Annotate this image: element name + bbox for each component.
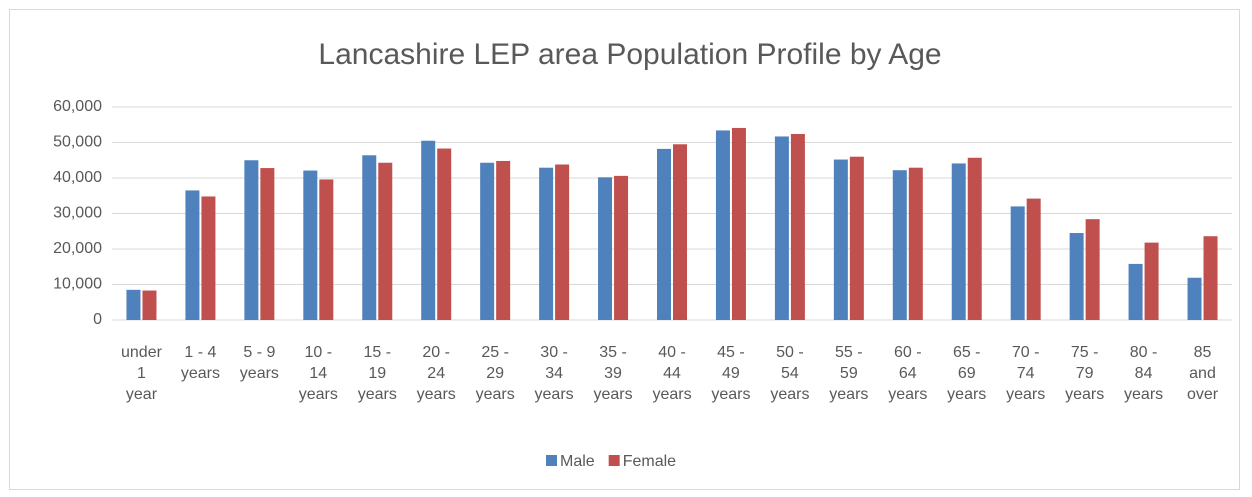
bar xyxy=(1010,206,1025,320)
x-tick-label: 65 - 69 years xyxy=(947,344,987,403)
y-tick-label: 0 xyxy=(93,311,102,328)
legend-label: Female xyxy=(623,453,676,470)
bar xyxy=(598,177,613,320)
x-tick-label: 80 - 84 years xyxy=(1124,344,1164,403)
bar xyxy=(908,167,923,320)
bar xyxy=(142,290,157,320)
bar xyxy=(437,148,452,320)
bar xyxy=(790,133,805,320)
bar xyxy=(185,190,200,320)
bar xyxy=(892,170,907,320)
bar xyxy=(1085,219,1100,320)
bar xyxy=(201,196,216,320)
bar xyxy=(260,168,275,320)
x-tick-label: 75 - 79 years xyxy=(1065,344,1105,403)
bar xyxy=(715,130,730,320)
x-tick-label: 5 - 9 years xyxy=(239,344,279,382)
y-tick-label: 40,000 xyxy=(53,169,102,186)
x-tick-label: under 1 year xyxy=(121,344,162,403)
bar xyxy=(614,175,629,320)
bar xyxy=(833,159,848,320)
bar xyxy=(496,160,511,320)
bar xyxy=(849,156,864,320)
bar xyxy=(244,160,259,320)
x-tick-label: 55 - 59 years xyxy=(829,344,869,403)
x-tick-label: 70 - 74 years xyxy=(1006,344,1046,403)
bar xyxy=(555,164,570,320)
bar xyxy=(539,167,554,320)
y-tick-label: 60,000 xyxy=(53,98,102,115)
legend-swatch xyxy=(546,455,557,466)
bar xyxy=(1203,236,1218,320)
bar xyxy=(967,157,982,320)
bar xyxy=(1069,233,1084,320)
bar xyxy=(951,163,966,320)
bar xyxy=(303,170,318,320)
x-tick-label: 50 - 54 years xyxy=(770,344,810,403)
x-tick-label: 35 - 39 years xyxy=(593,344,633,403)
bar xyxy=(657,148,671,320)
bar xyxy=(421,140,436,320)
y-tick-label: 20,000 xyxy=(53,240,102,257)
bar xyxy=(1128,263,1143,320)
legend-swatch xyxy=(608,455,620,466)
y-tick-label: 30,000 xyxy=(53,205,102,222)
bar xyxy=(673,144,687,320)
x-tick-label: 40 - 44 years xyxy=(652,344,692,403)
y-tick-label: 50,000 xyxy=(53,134,102,151)
x-tick-label: 30 - 34 years xyxy=(534,344,574,403)
bar xyxy=(1144,242,1159,320)
chart-title: Lancashire LEP area Population Profile b… xyxy=(318,38,941,71)
bar xyxy=(1026,198,1041,320)
x-tick-label: 10 - 14 years xyxy=(298,344,338,403)
bar xyxy=(774,136,789,320)
x-tick-label: 20 - 24 years xyxy=(416,344,456,403)
x-tick-label: 15 - 19 years xyxy=(357,344,397,403)
bar xyxy=(731,127,746,320)
bar xyxy=(362,155,377,320)
x-tick-label: 85 and over xyxy=(1186,344,1219,403)
x-tick-label: 60 - 64 years xyxy=(888,344,928,403)
x-tick-label: 45 - 49 years xyxy=(711,344,751,403)
x-tick-label: 25 - 29 years xyxy=(475,344,515,403)
x-tick-label: 1 - 4 years xyxy=(180,344,220,382)
legend-label: Male xyxy=(560,453,595,470)
bar xyxy=(378,162,393,320)
y-tick-label: 10,000 xyxy=(53,276,102,293)
bar xyxy=(126,289,141,320)
bar xyxy=(480,162,495,320)
bar xyxy=(1187,277,1202,320)
bar xyxy=(319,179,334,320)
